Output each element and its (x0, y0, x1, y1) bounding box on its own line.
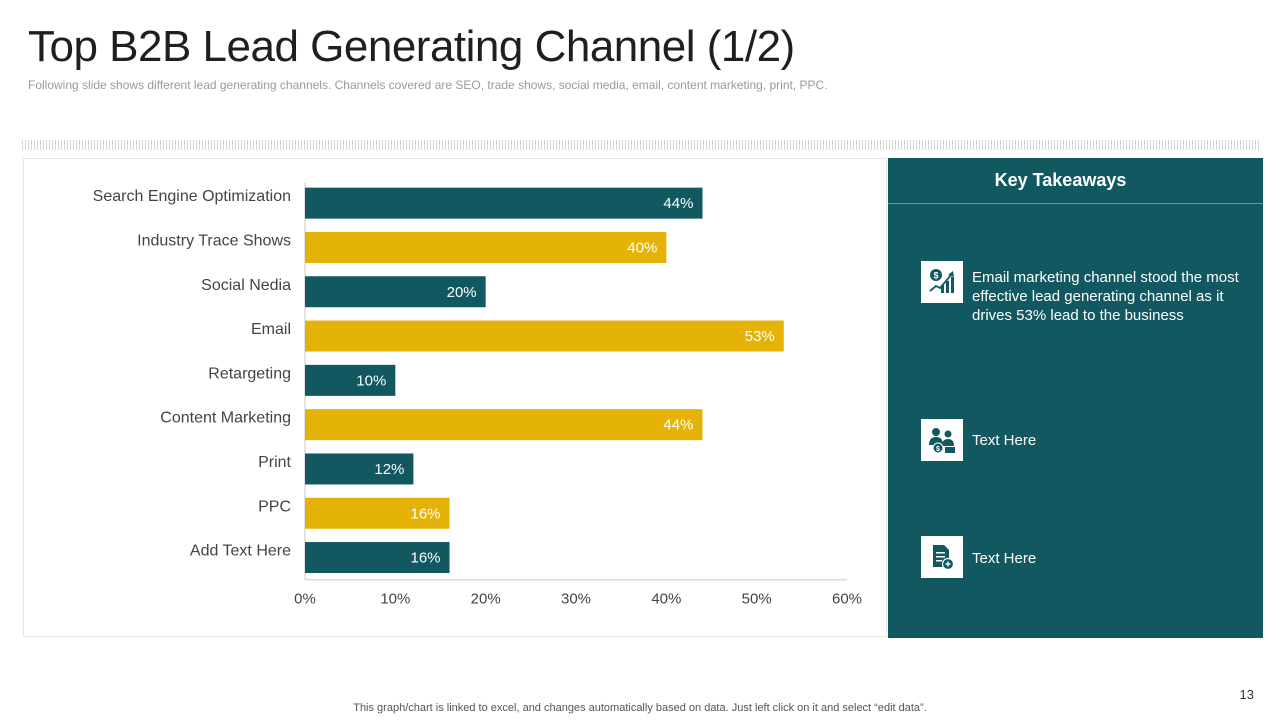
bar[interactable] (305, 409, 703, 441)
bar[interactable] (305, 497, 450, 529)
category-label: Industry Trace Shows (137, 232, 291, 249)
data-label: 53% (745, 328, 775, 345)
key-takeaways-title: Key Takeaways (994, 170, 1127, 190)
bar[interactable] (305, 320, 784, 352)
category-label: Email (251, 321, 291, 338)
footer-note: This graph/chart is linked to excel, and… (353, 702, 927, 714)
bar[interactable] (305, 276, 486, 308)
bar[interactable] (305, 231, 667, 263)
hatch-divider (22, 140, 1260, 150)
data-label: 16% (411, 550, 441, 567)
data-label: 16% (411, 505, 441, 522)
svg-text:$: $ (933, 271, 938, 281)
category-label: Print (258, 454, 291, 471)
svg-text:$: $ (936, 446, 940, 453)
takeaway-text-3: Text Here (972, 550, 1037, 567)
x-tick-label: 20% (471, 591, 501, 608)
x-tick-label: 10% (380, 591, 410, 608)
people-money-icon: $ (921, 419, 963, 461)
document-add-icon (921, 536, 963, 578)
key-takeaways-header: Key Takeaways (888, 158, 1263, 204)
category-label: Content Marketing (160, 410, 291, 427)
bar[interactable] (305, 187, 703, 219)
category-label: Add Text Here (190, 543, 291, 560)
bar[interactable] (305, 453, 414, 485)
page-title: Top B2B Lead Generating Channel (1/2) (28, 22, 795, 71)
category-label: Search Engine Optimization (93, 188, 291, 205)
data-label: 44% (663, 417, 693, 434)
page-number: 13 (1239, 687, 1254, 702)
bar[interactable] (305, 364, 396, 396)
chart-container[interactable]: Search Engine Optimization 44% Industry Tr… (23, 158, 887, 637)
data-label: 10% (356, 372, 386, 389)
data-label: 12% (374, 461, 404, 478)
key-takeaways-panel: Key Takeaways $ Email marketing channel … (888, 158, 1263, 638)
bar-chart[interactable]: Search Engine Optimization 44% Industry Tr… (24, 159, 888, 638)
takeaway-text-2: Text Here (972, 432, 1037, 449)
category-label: PPC (258, 498, 291, 515)
x-tick-label: 50% (742, 591, 772, 608)
data-label: 40% (627, 239, 657, 256)
money-growth-chart-icon: $ (921, 261, 963, 303)
x-tick-label: 60% (832, 591, 862, 608)
x-tick-label: 30% (561, 591, 591, 608)
category-label: Social Nedia (201, 277, 291, 294)
bar[interactable] (305, 542, 450, 574)
page-subtitle: Following slide shows different lead gen… (28, 78, 828, 92)
data-label: 20% (447, 284, 477, 301)
category-label: Retargeting (208, 365, 291, 382)
takeaway-text-1: Email marketing channel stood the most e… (972, 269, 1239, 324)
x-tick-label: 0% (294, 591, 316, 608)
x-tick-label: 40% (651, 591, 681, 608)
data-label: 44% (663, 195, 693, 212)
